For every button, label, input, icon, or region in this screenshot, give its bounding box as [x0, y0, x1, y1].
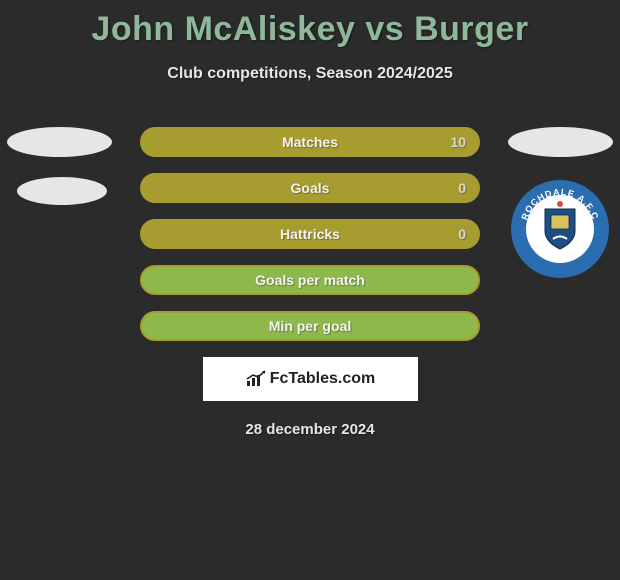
stat-label: Matches — [282, 134, 338, 150]
stat-label: Hattricks — [280, 226, 340, 242]
brand-box: FcTables.com — [203, 357, 418, 401]
subtitle: Club competitions, Season 2024/2025 — [0, 65, 620, 83]
stat-pill: Matches 10 — [140, 127, 480, 157]
page-title: John McAliskey vs Burger — [0, 0, 620, 49]
stat-row-goals-per-match: Goals per match — [0, 265, 620, 295]
chart-icon — [245, 370, 267, 388]
stat-pill: Goals 0 — [140, 173, 480, 203]
stat-pill: Hattricks 0 — [140, 219, 480, 249]
stat-value-right: 0 — [458, 226, 466, 242]
brand-text: FcTables.com — [270, 370, 376, 388]
stat-label: Min per goal — [269, 318, 351, 334]
stat-value-right: 10 — [450, 134, 466, 150]
stat-pill: Goals per match — [140, 265, 480, 295]
stat-label: Goals — [291, 180, 330, 196]
stats-area: ROCHDALE A.F.C THE DALE Matches 10 Goals… — [0, 127, 620, 341]
date-text: 28 december 2024 — [0, 421, 620, 438]
stat-row-matches: Matches 10 — [0, 127, 620, 157]
stat-row-hattricks: Hattricks 0 — [0, 219, 620, 249]
stat-pill: Min per goal — [140, 311, 480, 341]
stat-label: Goals per match — [255, 272, 365, 288]
stat-row-min-per-goal: Min per goal — [0, 311, 620, 341]
stat-row-goals: Goals 0 — [0, 173, 620, 203]
stat-value-right: 0 — [458, 180, 466, 196]
